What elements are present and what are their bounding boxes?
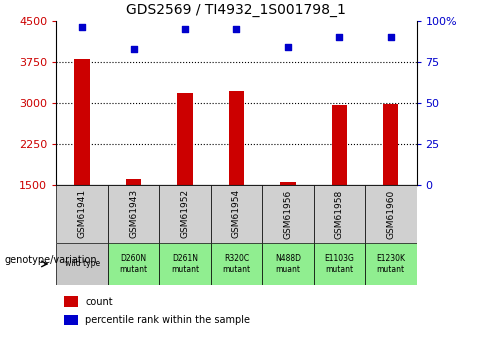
Bar — [126, 179, 141, 266]
Bar — [74, 59, 90, 266]
Point — [78, 24, 86, 30]
Title: GDS2569 / TI4932_1S001798_1: GDS2569 / TI4932_1S001798_1 — [126, 3, 346, 17]
Point — [129, 46, 137, 51]
Bar — [365, 243, 416, 285]
Bar — [159, 243, 211, 285]
Bar — [177, 93, 193, 266]
Text: GSM61943: GSM61943 — [129, 189, 138, 238]
Text: GSM61941: GSM61941 — [77, 189, 87, 238]
Point — [181, 26, 189, 32]
Text: percentile rank within the sample: percentile rank within the sample — [85, 315, 250, 325]
Text: R320C
mutant: R320C mutant — [222, 254, 250, 274]
Text: GSM61958: GSM61958 — [335, 189, 344, 238]
Bar — [56, 185, 108, 243]
Bar — [211, 243, 262, 285]
Bar — [332, 105, 347, 266]
Text: wild type: wild type — [65, 259, 99, 268]
Bar — [159, 185, 211, 243]
Bar — [262, 185, 314, 243]
Bar — [108, 185, 159, 243]
Bar — [314, 185, 365, 243]
Point — [233, 26, 241, 32]
Bar — [314, 243, 365, 285]
Point — [387, 34, 395, 40]
Point — [284, 44, 292, 50]
Bar — [262, 243, 314, 285]
Text: GSM61956: GSM61956 — [283, 189, 293, 238]
Text: GSM61954: GSM61954 — [232, 189, 241, 238]
Bar — [383, 104, 398, 266]
Text: D260N
mutant: D260N mutant — [120, 254, 147, 274]
Text: N488D
muant: N488D muant — [275, 254, 301, 274]
Bar — [64, 296, 78, 307]
Bar — [280, 183, 295, 266]
Text: GSM61960: GSM61960 — [386, 189, 395, 238]
Text: GSM61952: GSM61952 — [180, 189, 190, 238]
Bar — [64, 315, 78, 325]
Bar — [108, 243, 159, 285]
Text: genotype/variation: genotype/variation — [5, 256, 98, 265]
Bar — [211, 185, 262, 243]
Bar — [229, 91, 244, 266]
Text: E1103G
mutant: E1103G mutant — [324, 254, 354, 274]
Text: E1230K
mutant: E1230K mutant — [376, 254, 405, 274]
Text: count: count — [85, 297, 113, 307]
Bar — [365, 185, 416, 243]
Point — [335, 34, 343, 40]
Bar — [56, 243, 108, 285]
Text: D261N
mutant: D261N mutant — [171, 254, 199, 274]
